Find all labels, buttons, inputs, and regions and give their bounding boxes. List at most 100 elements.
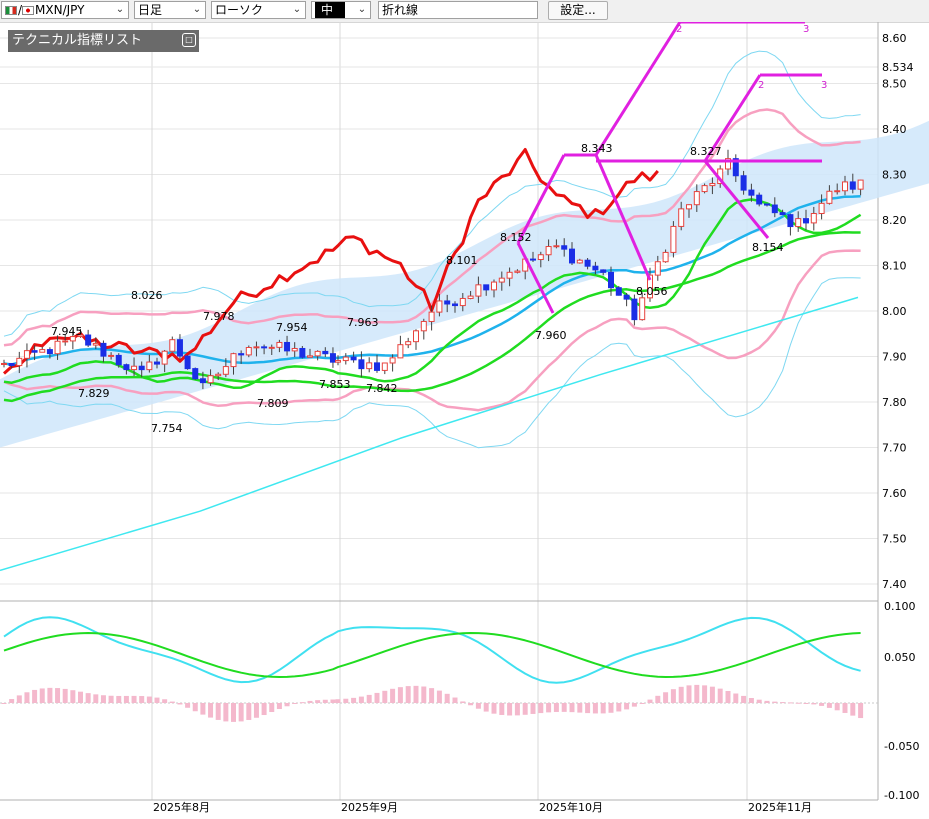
chevron-down-icon[interactable]: ⌄ [357, 4, 367, 15]
bearish-candle [444, 300, 451, 305]
bearish-candle [176, 339, 183, 357]
oscillator-histogram-bar [238, 703, 244, 722]
bullish-candle [545, 246, 552, 256]
oscillator-histogram-bar [748, 698, 754, 703]
oscillator-histogram-bar [491, 703, 497, 714]
price-axis-label: 7.80 [882, 396, 907, 409]
chart-type-select[interactable]: ローソク ⌄ [211, 1, 306, 19]
oscillator-histogram-bar [663, 692, 669, 703]
oscillator-histogram-bar [780, 702, 786, 704]
price-axis-label: 7.90 [882, 351, 907, 364]
oscillator-histogram-bar [413, 685, 419, 703]
bearish-candle [299, 347, 306, 358]
oscillator-histogram-bar [569, 703, 575, 713]
zigzag-line [594, 22, 682, 156]
bullish-candle [842, 181, 848, 192]
price-annotation: 8.056 [636, 285, 668, 298]
oscillator-histogram-bar [78, 691, 83, 703]
bullish-candle [537, 254, 544, 261]
currency-pair-select[interactable]: / MXN/JPY ⌄ [1, 1, 129, 19]
zigzag-label: 3 [803, 24, 809, 35]
price-axis-label: 7.70 [882, 442, 907, 455]
oscillator-histogram-bar [678, 686, 684, 703]
oscillator-histogram-bar [694, 684, 700, 703]
bearish-candle [154, 361, 160, 365]
oscillator-histogram-bar [764, 700, 770, 703]
bearish-candle [329, 353, 336, 363]
indicator-list-title: テクニカル指標リスト [12, 33, 143, 48]
bearish-candle [483, 284, 490, 291]
oscillator-histogram-bar [47, 687, 53, 703]
drawing-tool-field[interactable]: 折れ線 [378, 1, 538, 19]
bollinger-lower-2sigma [3, 249, 861, 412]
oscillator-histogram-bar [702, 685, 708, 703]
oscillator-histogram-bar [284, 703, 290, 707]
bullish-candle [693, 191, 700, 206]
oscillator-histogram-bar [592, 703, 598, 714]
bullish-candle [810, 212, 817, 224]
bullish-candle [405, 341, 412, 346]
bullish-candle [222, 366, 229, 375]
oscillator-histogram-bar [429, 688, 435, 703]
price-chart[interactable]: 2 3 2 3 7.945 7.829 8.026 7.754 7.978 7.809 7.954 7… [0, 22, 929, 819]
chevron-down-icon[interactable]: ⌄ [192, 4, 202, 15]
oscillator-histogram-bar [803, 703, 809, 704]
bullish-candle [678, 208, 685, 227]
oscillator-axis-label: 0.100 [884, 600, 916, 613]
period-label: 日足 [138, 3, 163, 17]
oscillator-histogram-bar [475, 703, 481, 709]
oscillator-histogram-bar [192, 703, 198, 712]
oscillator-histogram-bar [670, 689, 676, 703]
oscillator-histogram-bar [85, 693, 91, 703]
bearish-candle [358, 359, 365, 370]
oscillator-histogram-bar [343, 698, 349, 703]
bearish-candle [771, 204, 778, 214]
zigzag-line [516, 154, 566, 244]
oscillator-histogram-bar [530, 703, 536, 714]
price-annotation: 7.960 [535, 329, 567, 342]
candle-style-select[interactable]: 中 ⌄ [311, 1, 371, 19]
zigzag-label: 3 [821, 80, 827, 91]
bullish-candle [662, 251, 669, 263]
oscillator-histogram-bar [608, 703, 614, 713]
price-annotation: 7.954 [276, 321, 308, 334]
oscillator-histogram-bar [452, 697, 458, 703]
oscillator-histogram-bar [858, 703, 864, 719]
technical-indicator-list-header[interactable]: テクニカル指標リスト □ [8, 30, 199, 52]
price-annotation: 7.829 [78, 387, 110, 400]
oscillator-histogram-bar [616, 703, 622, 712]
oscillator-histogram-bar [390, 688, 396, 703]
oscillator-histogram-bar [709, 686, 715, 703]
oscillator-histogram-bar [299, 702, 305, 704]
bearish-candle [452, 303, 458, 307]
bullish-candle [108, 354, 115, 357]
settings-button[interactable]: 設定... [548, 1, 608, 20]
bullish-candle [834, 190, 841, 193]
zigzag-line [703, 74, 762, 162]
oscillator-axis-label: 0.050 [884, 651, 916, 664]
bullish-candle [639, 297, 646, 321]
oscillator-histogram-bar [131, 695, 137, 703]
oscillator-histogram-bar [382, 690, 388, 703]
oscillator-histogram-bar [483, 703, 489, 712]
oscillator-histogram-bar [39, 688, 45, 703]
bearish-candle [732, 158, 739, 177]
bearish-candle [123, 364, 130, 371]
bullish-candle [23, 350, 30, 359]
oscillator-histogram-bar [366, 694, 372, 703]
moving-average-mid [3, 195, 861, 366]
oscillator-histogram-bar [93, 694, 99, 703]
chevron-down-icon[interactable]: ⌄ [292, 4, 302, 15]
price-axis-label: 8.40 [882, 123, 907, 136]
bullish-candle [576, 259, 583, 264]
oscillator-histogram-bar [577, 703, 583, 713]
oscillator-histogram-bar [139, 696, 145, 703]
oscillator-histogram-bar [154, 697, 160, 703]
chevron-down-icon[interactable]: ⌄ [115, 4, 125, 15]
oscillator-histogram-bar [842, 703, 848, 713]
maximize-icon[interactable]: □ [182, 33, 196, 47]
oscillator-histogram-bar [507, 703, 513, 716]
bullish-candle [381, 362, 388, 371]
period-select[interactable]: 日足 ⌄ [134, 1, 206, 19]
time-axis-label: 2025年10月 [539, 800, 603, 814]
